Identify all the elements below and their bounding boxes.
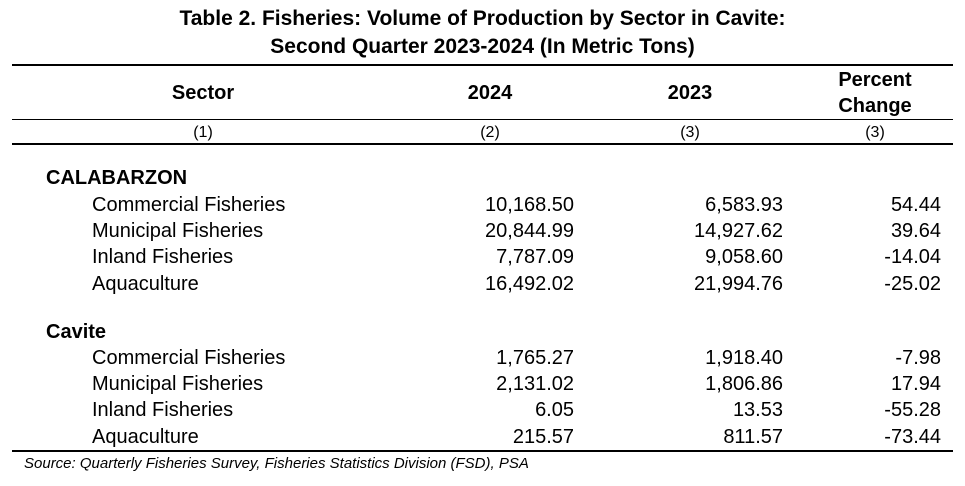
row-value-2023: 13.53 (732, 399, 783, 421)
row-percent-change: -7.98 (895, 347, 941, 369)
row-value-2024: 1,765.27 (496, 347, 574, 369)
row-value-2024: 2,131.02 (496, 373, 574, 395)
colnum-2: (2) (480, 124, 500, 141)
colnum-4: (3) (865, 124, 885, 141)
source-note: Source: Quarterly Fisheries Survey, Fish… (24, 455, 529, 472)
row-value-2023: 1,806.86 (705, 373, 783, 395)
row-value-2024: 6.05 (535, 399, 574, 421)
row-value-2024: 16,492.02 (485, 273, 574, 295)
row-sector: Aquaculture (92, 273, 199, 295)
header-rule (12, 119, 953, 120)
header-sector: Sector (171, 82, 235, 104)
row-sector: Municipal Fisheries (92, 373, 264, 395)
row-value-2024: 10,168.50 (485, 194, 574, 216)
row-percent-change: 39.64 (890, 220, 941, 242)
row-value-2023: 811.57 (723, 426, 783, 448)
header-2024: 2024 (467, 82, 513, 104)
row-sector: Aquaculture (92, 426, 199, 448)
row-percent-change: 54.44 (890, 194, 941, 216)
top-rule (12, 64, 953, 66)
header-2023: 2023 (667, 82, 713, 104)
table-title-line-2: Second Quarter 2023-2024 (In Metric Tons… (270, 35, 695, 58)
row-value-2024: 7,787.09 (496, 246, 574, 268)
colnum-rule (12, 143, 953, 145)
row-sector: Inland Fisheries (92, 399, 234, 421)
row-sector: Commercial Fisheries (92, 194, 286, 216)
group-heading: Cavite (46, 321, 107, 343)
row-percent-change: -55.28 (884, 399, 941, 421)
row-percent-change: -73.44 (884, 426, 941, 448)
row-value-2023: 1,918.40 (705, 347, 783, 369)
row-value-2024: 20,844.99 (485, 220, 574, 242)
row-value-2023: 21,994.76 (694, 273, 783, 295)
header-change: Change (838, 95, 912, 117)
bottom-rule (12, 450, 953, 452)
row-value-2023: 14,927.62 (694, 220, 783, 242)
row-percent-change: -14.04 (884, 246, 941, 268)
group-heading: CALABARZON (46, 167, 188, 189)
row-value-2024: 215.57 (512, 426, 574, 448)
table-title-line-1: Table 2. Fisheries: Volume of Production… (179, 7, 786, 30)
row-value-2023: 6,583.93 (705, 194, 783, 216)
row-value-2023: 9,058.60 (705, 246, 783, 268)
colnum-3: (3) (680, 124, 700, 141)
header-percent: Percent (838, 69, 912, 91)
colnum-1: (1) (193, 124, 213, 141)
row-sector: Commercial Fisheries (92, 347, 286, 369)
row-percent-change: -25.02 (884, 273, 941, 295)
row-sector: Municipal Fisheries (92, 220, 264, 242)
row-sector: Inland Fisheries (92, 246, 234, 268)
row-percent-change: 17.94 (890, 373, 941, 395)
